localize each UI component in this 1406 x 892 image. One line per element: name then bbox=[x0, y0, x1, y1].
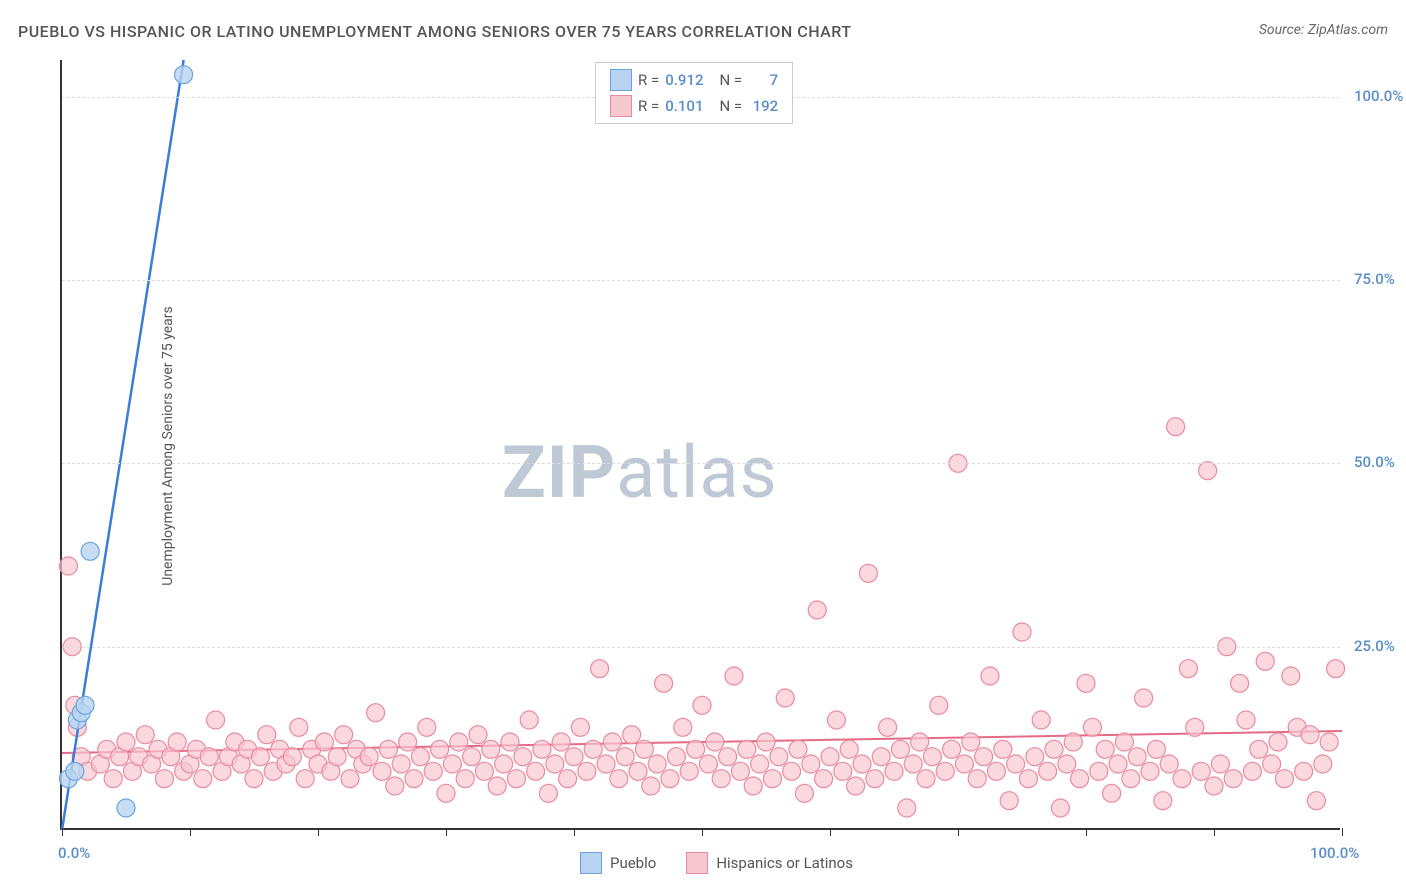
plot-area: ZIPatlas bbox=[60, 60, 1340, 830]
r-label: R = bbox=[638, 97, 659, 115]
r-label: R = bbox=[638, 71, 659, 89]
legend-item-hispanics: Hispanics or Latinos bbox=[686, 852, 853, 874]
plot-svg bbox=[62, 60, 1340, 828]
hispanics-swatch bbox=[610, 95, 632, 117]
legend-row-pueblo: R = 0.912 N = 7 bbox=[610, 69, 778, 91]
legend-row-hispanics: R = 0.101 N = 192 bbox=[610, 95, 778, 117]
n-label: N = bbox=[719, 71, 742, 89]
legend-correlation-box: R = 0.912 N = 7 R = 0.101 N = 192 bbox=[595, 62, 793, 124]
pueblo-label: Pueblo bbox=[610, 854, 656, 872]
chart-title: PUEBLO VS HISPANIC OR LATINO UNEMPLOYMEN… bbox=[18, 22, 852, 41]
legend-item-pueblo: Pueblo bbox=[580, 852, 656, 874]
hispanics-label: Hispanics or Latinos bbox=[716, 854, 853, 872]
legend-series: Pueblo Hispanics or Latinos bbox=[580, 852, 853, 874]
pueblo-r-value: 0.912 bbox=[665, 71, 703, 89]
hispanics-n-value: 192 bbox=[748, 97, 778, 115]
pueblo-swatch bbox=[610, 69, 632, 91]
hispanics-swatch-icon bbox=[686, 852, 708, 874]
source-attribution: Source: ZipAtlas.com bbox=[1259, 22, 1388, 38]
pueblo-swatch-icon bbox=[580, 852, 602, 874]
pueblo-n-value: 7 bbox=[748, 71, 778, 89]
hispanics-r-value: 0.101 bbox=[665, 97, 703, 115]
n-label: N = bbox=[719, 97, 742, 115]
